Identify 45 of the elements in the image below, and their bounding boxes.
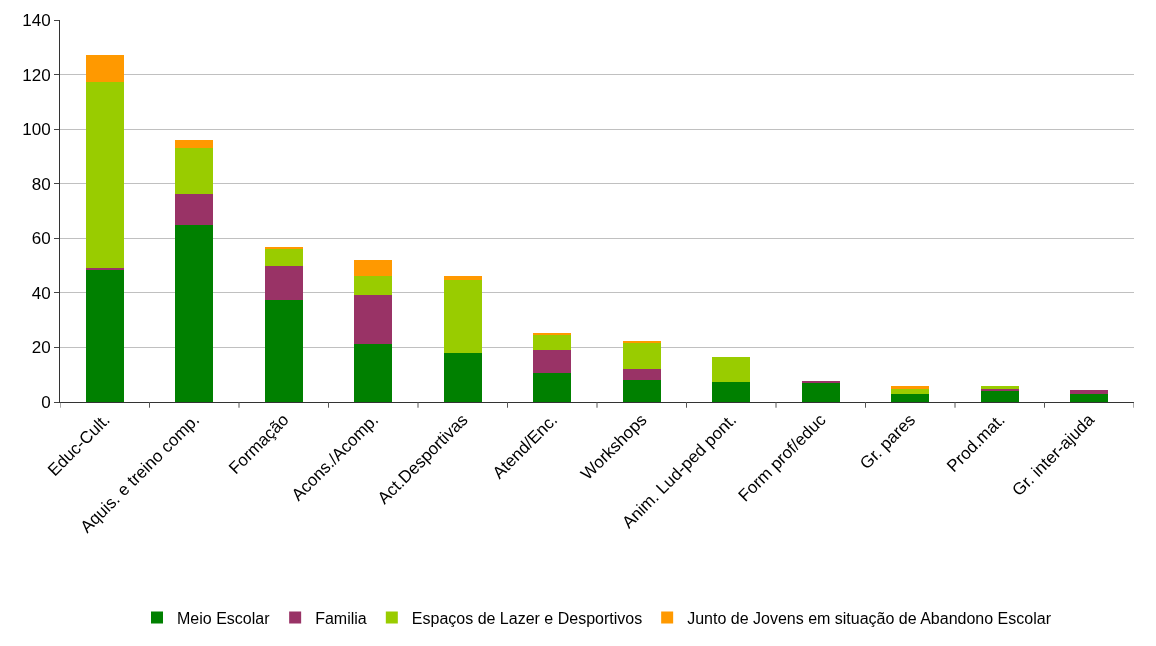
bar: [175, 140, 214, 148]
bar: [354, 295, 393, 344]
bar: [175, 225, 214, 402]
y-tick-label: 60: [31, 229, 51, 249]
bar: [354, 275, 393, 296]
bar: [533, 372, 572, 402]
y-tick-label: 20: [31, 338, 51, 358]
y-tick-label: 100: [22, 120, 51, 140]
bar: [1070, 390, 1109, 395]
bar: [264, 299, 303, 402]
bar: [891, 394, 930, 402]
bar: [175, 147, 214, 195]
legend-label: Meio Escolar: [177, 609, 271, 627]
bar: [622, 380, 661, 402]
y-tick-label: 40: [31, 283, 51, 303]
bar: [712, 356, 751, 383]
bar: [533, 350, 572, 373]
bar: [85, 54, 124, 83]
bar: [354, 260, 393, 276]
bar: [443, 275, 482, 280]
bar: [264, 266, 303, 300]
legend-label: Espaços de Lazer e Desportivos: [411, 609, 643, 627]
bar: [622, 342, 661, 370]
bar: [85, 270, 124, 402]
bar: [533, 334, 572, 351]
legend-label: Familia: [315, 609, 367, 627]
bar: [712, 382, 751, 402]
y-tick-label: 140: [22, 10, 51, 30]
legend-label: Junto de Jovens em situação de Abandono Escolar: [687, 609, 1052, 627]
bar: [443, 353, 482, 402]
bar: [85, 82, 124, 268]
bar: [891, 386, 930, 390]
bar: [801, 382, 840, 402]
bar: [622, 340, 661, 343]
y-tick-label: 80: [31, 174, 51, 194]
bar: [622, 369, 661, 381]
y-tick-label: 120: [22, 65, 51, 85]
bar: [264, 249, 303, 267]
bar: [1070, 394, 1109, 402]
bar: [443, 279, 482, 354]
bar: [175, 194, 214, 226]
bar: [980, 390, 1019, 402]
bar: [354, 343, 393, 402]
y-tick-label: 0: [41, 392, 51, 412]
bar: [891, 389, 930, 395]
